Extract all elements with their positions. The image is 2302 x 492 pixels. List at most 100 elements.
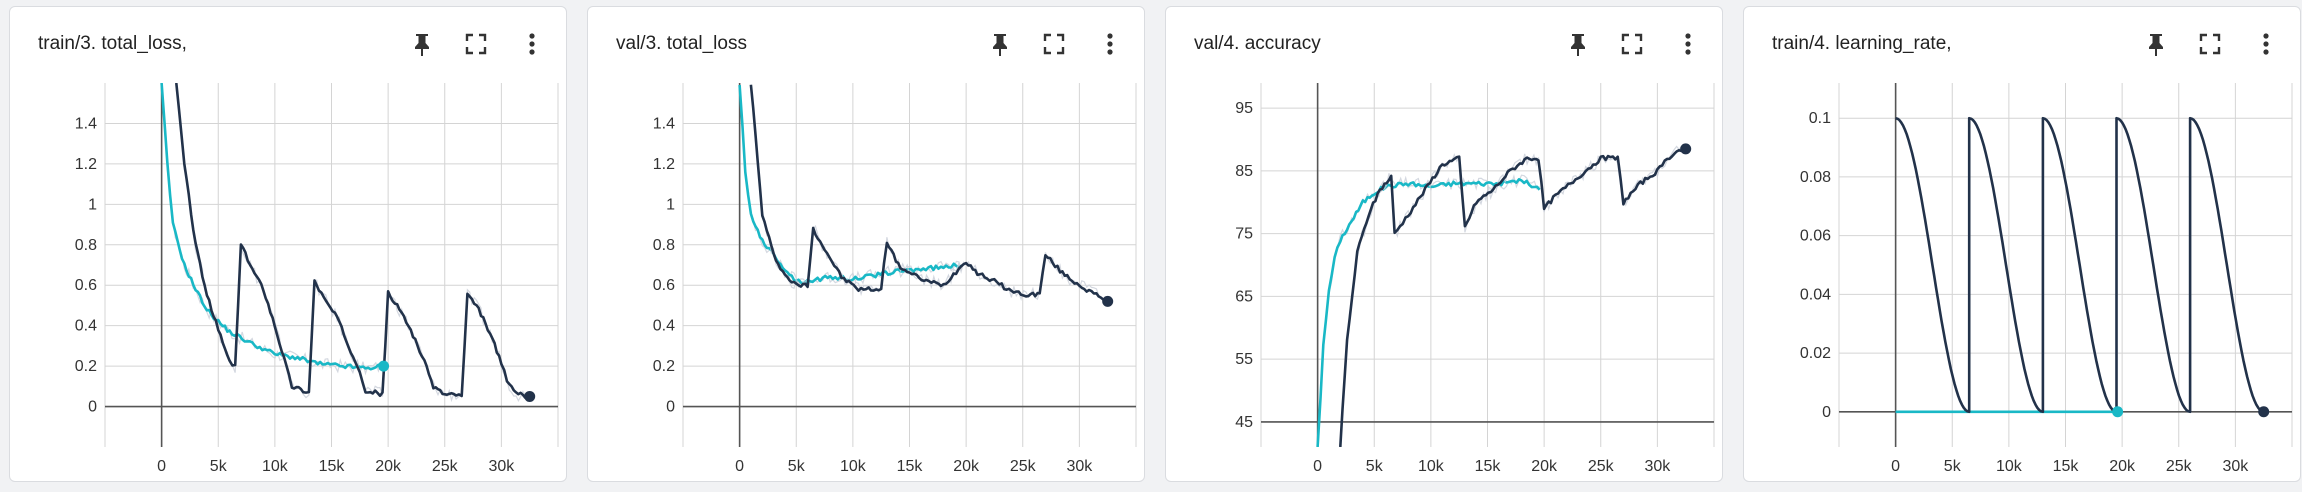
fullscreen-icon[interactable] xyxy=(462,29,490,59)
y-tick-label: 0.1 xyxy=(1809,110,1831,127)
x-tick-label: 20k xyxy=(953,458,980,475)
card-toolbar xyxy=(986,29,1126,61)
x-tick-label: 25k xyxy=(432,458,459,475)
x-tick-label: 20k xyxy=(1531,458,1558,475)
y-tick-label: 0.4 xyxy=(653,318,675,335)
y-tick-label: 0.2 xyxy=(653,358,675,375)
series-line xyxy=(175,83,531,400)
y-tick-label: 75 xyxy=(1235,226,1253,243)
x-tick-label: 10k xyxy=(840,458,867,475)
x-tick-label: 10k xyxy=(262,458,289,475)
y-tick-label: 55 xyxy=(1235,351,1253,368)
x-tick-label: 20k xyxy=(2109,458,2136,475)
y-tick-label: 0.02 xyxy=(1800,345,1831,362)
pin-icon[interactable] xyxy=(408,29,436,59)
series-end-marker xyxy=(2112,406,2124,418)
x-tick-label: 15k xyxy=(2053,458,2080,475)
series-group xyxy=(738,84,1109,304)
pin-icon[interactable] xyxy=(1564,29,1592,59)
y-tick-label: 0.04 xyxy=(1800,286,1831,303)
y-tick-label: 0.6 xyxy=(75,277,97,294)
y-tick-label: 0.8 xyxy=(75,237,97,254)
chart-card-4: train/4. learning_rate, 0 0.02 0.04 0.06 0.0… xyxy=(1743,6,2301,482)
chart-title: val/4. accuracy xyxy=(1194,33,1321,54)
chart-card-3: val/4. accuracy 45 55 65 75 85 95 0 5k 10k 15k 20k… xyxy=(1165,6,1723,482)
y-tick-label: 95 xyxy=(1235,100,1253,117)
card-toolbar xyxy=(2142,29,2282,61)
x-tick-label: 30k xyxy=(2222,458,2249,475)
x-tick-label: 0 xyxy=(1313,458,1322,475)
more-vert-icon[interactable] xyxy=(1674,29,1702,59)
card-toolbar xyxy=(1564,29,1704,61)
y-tick-label: 1 xyxy=(88,196,97,213)
series-raw-line xyxy=(739,87,963,289)
series-raw-line xyxy=(161,83,385,376)
y-tick-label: 45 xyxy=(1235,414,1253,431)
series-group xyxy=(1316,144,1687,447)
fullscreen-icon[interactable] xyxy=(2196,29,2224,59)
x-tick-label: 5k xyxy=(1944,458,1962,475)
y-tick-label: 1 xyxy=(666,196,675,213)
line-chart: 0 0.2 0.4 0.6 0.8 1 1.2 1.4 0 5k 10k 15k 20k 25k 30k xyxy=(653,83,1137,475)
x-tick-label: 5k xyxy=(788,458,806,475)
y-tick-label: 0.08 xyxy=(1800,169,1831,186)
series-line xyxy=(160,83,384,371)
more-vert-icon[interactable] xyxy=(1096,29,1124,59)
chart-title: train/4. learning_rate, xyxy=(1772,33,1952,54)
fullscreen-icon[interactable] xyxy=(1040,29,1068,59)
y-tick-label: 0 xyxy=(88,399,97,416)
series-end-marker xyxy=(1680,143,1692,155)
series-line xyxy=(749,84,1109,304)
y-tick-label: 85 xyxy=(1235,163,1253,180)
x-tick-label: 30k xyxy=(488,458,515,475)
series-group xyxy=(1895,116,2265,414)
chart-title: val/3. total_loss xyxy=(616,33,747,54)
y-tick-label: 65 xyxy=(1235,288,1253,305)
series-group xyxy=(160,83,531,403)
x-tick-label: 30k xyxy=(1066,458,1093,475)
y-tick-label: 1.4 xyxy=(75,115,97,132)
series-raw-line xyxy=(175,89,531,403)
y-tick-label: 1.4 xyxy=(653,115,675,132)
x-tick-label: 5k xyxy=(1366,458,1384,475)
pin-icon[interactable] xyxy=(986,29,1014,59)
series-end-marker xyxy=(378,360,390,372)
x-tick-label: 25k xyxy=(1010,458,1037,475)
line-chart: 0 0.2 0.4 0.6 0.8 1 1.2 1.4 0 5k 10k 15k 20k 25k 30k xyxy=(75,83,559,475)
y-tick-label: 0.2 xyxy=(75,358,97,375)
x-tick-label: 15k xyxy=(897,458,924,475)
x-tick-label: 5k xyxy=(210,458,228,475)
chart-card-1: train/3. total_loss, 0 0.2 0.4 0.6 0.8 1 1.2 1.… xyxy=(9,6,567,482)
series-line xyxy=(1895,116,2265,414)
x-tick-label: 15k xyxy=(1475,458,1502,475)
y-tick-label: 1.2 xyxy=(653,156,675,173)
y-tick-label: 0.4 xyxy=(75,318,97,335)
series-end-marker xyxy=(524,390,536,402)
series-end-marker xyxy=(2258,406,2270,418)
series-end-marker xyxy=(1102,295,1114,307)
line-chart: 0 0.02 0.04 0.06 0.08 0.1 0 5k 10k 15k 20k 25k 30k xyxy=(1800,83,2293,475)
x-tick-label: 0 xyxy=(1891,458,1900,475)
x-tick-label: 0 xyxy=(157,458,166,475)
x-tick-label: 25k xyxy=(1588,458,1615,475)
pin-icon[interactable] xyxy=(2142,29,2170,59)
y-tick-label: 0 xyxy=(666,399,675,416)
x-tick-label: 0 xyxy=(735,458,744,475)
more-vert-icon[interactable] xyxy=(2252,29,2280,59)
x-tick-label: 20k xyxy=(375,458,402,475)
y-tick-label: 0.8 xyxy=(653,237,675,254)
x-tick-label: 30k xyxy=(1644,458,1671,475)
x-tick-label: 10k xyxy=(1996,458,2023,475)
y-tick-label: 0.06 xyxy=(1800,228,1831,245)
x-tick-label: 15k xyxy=(319,458,346,475)
line-chart: 45 55 65 75 85 95 0 5k 10k 15k 20k 25k 30k xyxy=(1235,83,1715,475)
y-tick-label: 1.2 xyxy=(75,156,97,173)
card-toolbar xyxy=(408,29,548,61)
chart-title: train/3. total_loss, xyxy=(38,33,187,54)
more-vert-icon[interactable] xyxy=(518,29,546,59)
fullscreen-icon[interactable] xyxy=(1618,29,1646,59)
x-tick-label: 10k xyxy=(1418,458,1445,475)
chart-card-2: val/3. total_loss 0 0.2 0.4 0.6 0.8 1 1.2 1.4 0 5… xyxy=(587,6,1145,482)
x-tick-label: 25k xyxy=(2166,458,2193,475)
series-line xyxy=(1339,145,1687,447)
